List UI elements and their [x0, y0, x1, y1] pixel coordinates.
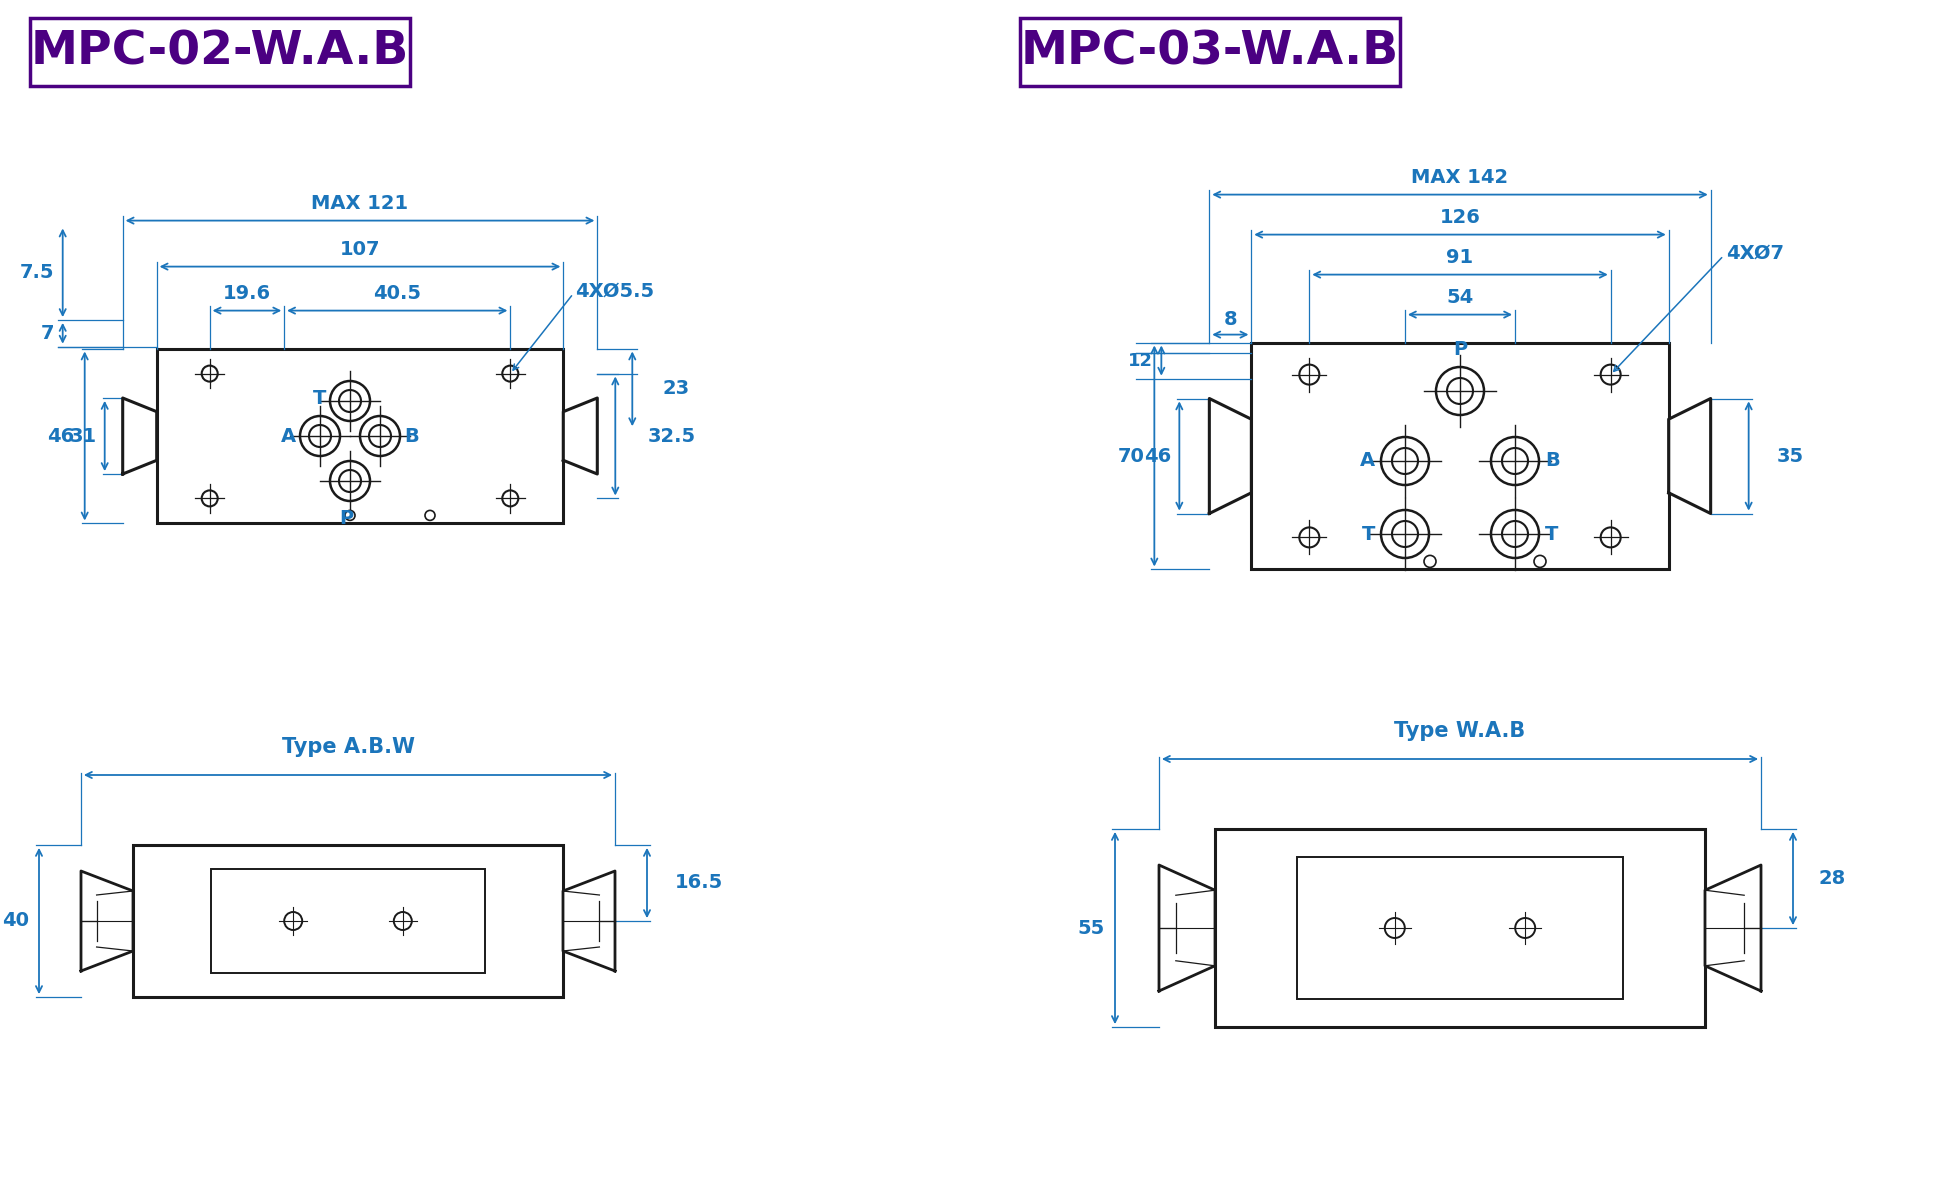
Text: MAX 121: MAX 121 [312, 194, 409, 213]
Text: 16.5: 16.5 [676, 873, 723, 892]
Polygon shape [1669, 398, 1710, 513]
Text: 46: 46 [47, 427, 74, 445]
Text: 8: 8 [1223, 310, 1237, 329]
Text: MAX 142: MAX 142 [1412, 167, 1508, 187]
Text: T: T [1362, 525, 1375, 543]
Polygon shape [82, 871, 132, 971]
Text: B: B [1545, 452, 1560, 470]
Bar [1021, 18, 1401, 86]
Text: 28: 28 [1819, 869, 1847, 887]
Text: B: B [403, 427, 419, 445]
Bar [132, 846, 563, 997]
Bar [156, 348, 563, 524]
Text: 55: 55 [1077, 919, 1105, 938]
Text: T: T [1545, 525, 1558, 543]
Text: P: P [1453, 340, 1467, 359]
Text: 31: 31 [70, 427, 97, 445]
Polygon shape [123, 398, 156, 474]
Polygon shape [1704, 865, 1761, 991]
Bar [29, 18, 409, 86]
Text: 7: 7 [41, 324, 55, 343]
Text: 4XØ7: 4XØ7 [1726, 243, 1784, 262]
Text: P: P [339, 509, 353, 527]
Text: 54: 54 [1445, 287, 1473, 306]
Text: 70: 70 [1118, 446, 1143, 465]
Bar [1251, 342, 1669, 569]
Polygon shape [1210, 398, 1251, 513]
Text: 40: 40 [2, 911, 29, 930]
Polygon shape [563, 871, 616, 971]
Text: 32.5: 32.5 [647, 427, 695, 445]
Text: 35: 35 [1777, 446, 1804, 465]
Text: A: A [1360, 452, 1375, 470]
Text: 12: 12 [1128, 352, 1153, 370]
Text: Type A.B.W: Type A.B.W [282, 737, 415, 757]
Polygon shape [1159, 865, 1216, 991]
Bar [1297, 858, 1623, 999]
Text: 19.6: 19.6 [222, 283, 271, 303]
Text: MPC-03-W.A.B: MPC-03-W.A.B [1021, 30, 1399, 74]
Bar [1216, 829, 1704, 1027]
Text: 23: 23 [662, 379, 690, 398]
Text: 126: 126 [1440, 208, 1480, 226]
Polygon shape [563, 398, 598, 474]
Text: MPC-02-W.A.B: MPC-02-W.A.B [31, 30, 409, 74]
Text: 7.5: 7.5 [19, 263, 55, 282]
Text: 4XØ5.5: 4XØ5.5 [575, 281, 655, 300]
Text: A: A [281, 427, 296, 445]
Text: 107: 107 [339, 239, 380, 258]
Text: 46: 46 [1143, 446, 1171, 465]
Text: 91: 91 [1447, 248, 1473, 267]
Text: 40.5: 40.5 [374, 283, 421, 303]
Text: T: T [312, 390, 325, 409]
Text: Type W.A.B: Type W.A.B [1395, 721, 1525, 742]
Bar [210, 869, 485, 974]
